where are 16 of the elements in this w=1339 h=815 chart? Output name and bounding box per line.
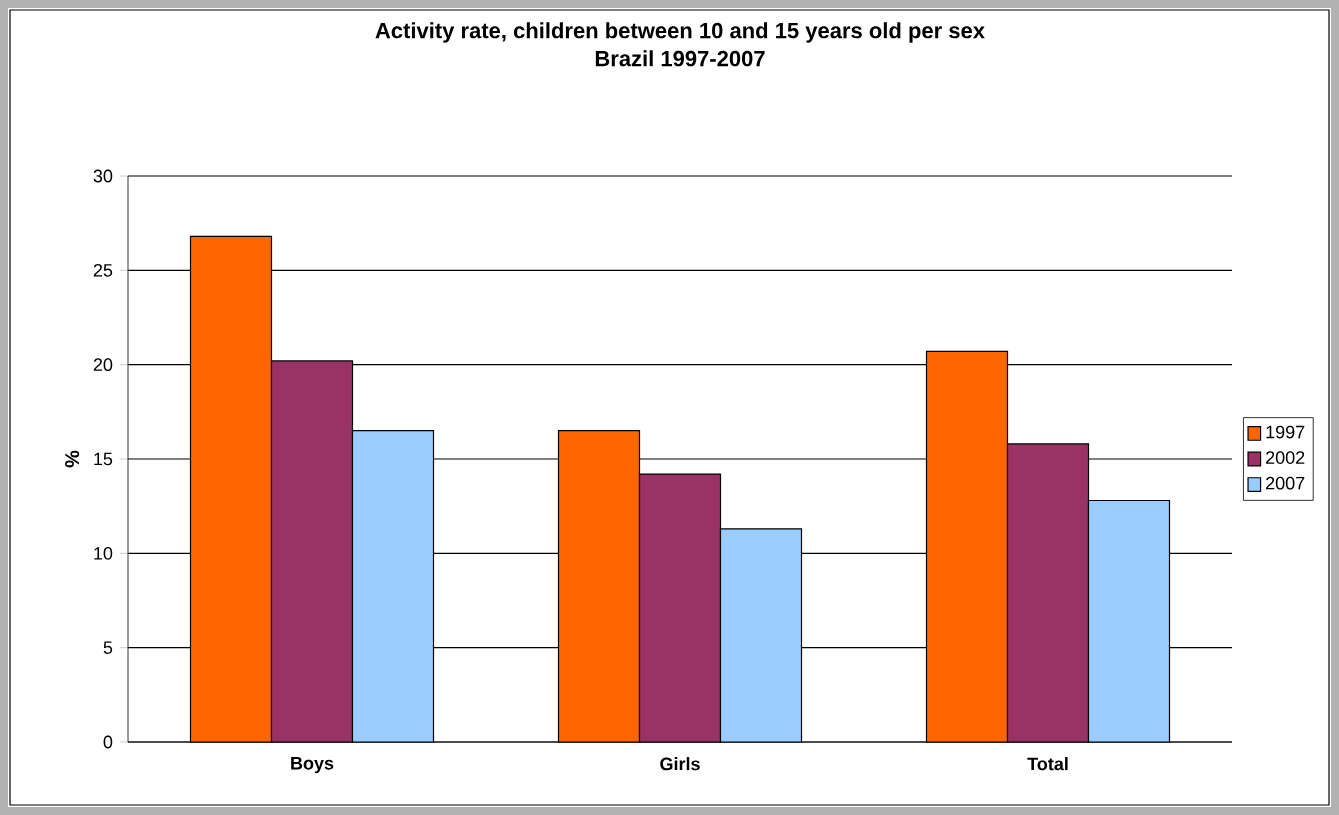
- chart-subtitle: Brazil 1997-2007: [595, 50, 765, 67]
- legend-label: 1997: [1266, 425, 1305, 439]
- y-tick-label: 0: [103, 735, 113, 749]
- y-tick-label: 15: [94, 452, 113, 466]
- x-tick-label: Boys: [291, 757, 334, 774]
- x-tick-label: Girls: [660, 757, 700, 771]
- legend-label: 2007: [1266, 476, 1305, 490]
- chart-title: Activity rate, children between 10 and 15 years old per sex: [375, 22, 985, 43]
- y-axis-title: %: [65, 450, 80, 468]
- y-tick-label: 30: [93, 169, 113, 183]
- y-tick-label: 5: [103, 641, 113, 654]
- legend-label: 2002: [1266, 451, 1305, 464]
- y-tick-label: 10: [94, 546, 113, 560]
- x-tick-label: Total: [1027, 757, 1068, 771]
- y-tick-label: 20: [93, 358, 113, 372]
- y-tick-label: 25: [93, 263, 113, 277]
